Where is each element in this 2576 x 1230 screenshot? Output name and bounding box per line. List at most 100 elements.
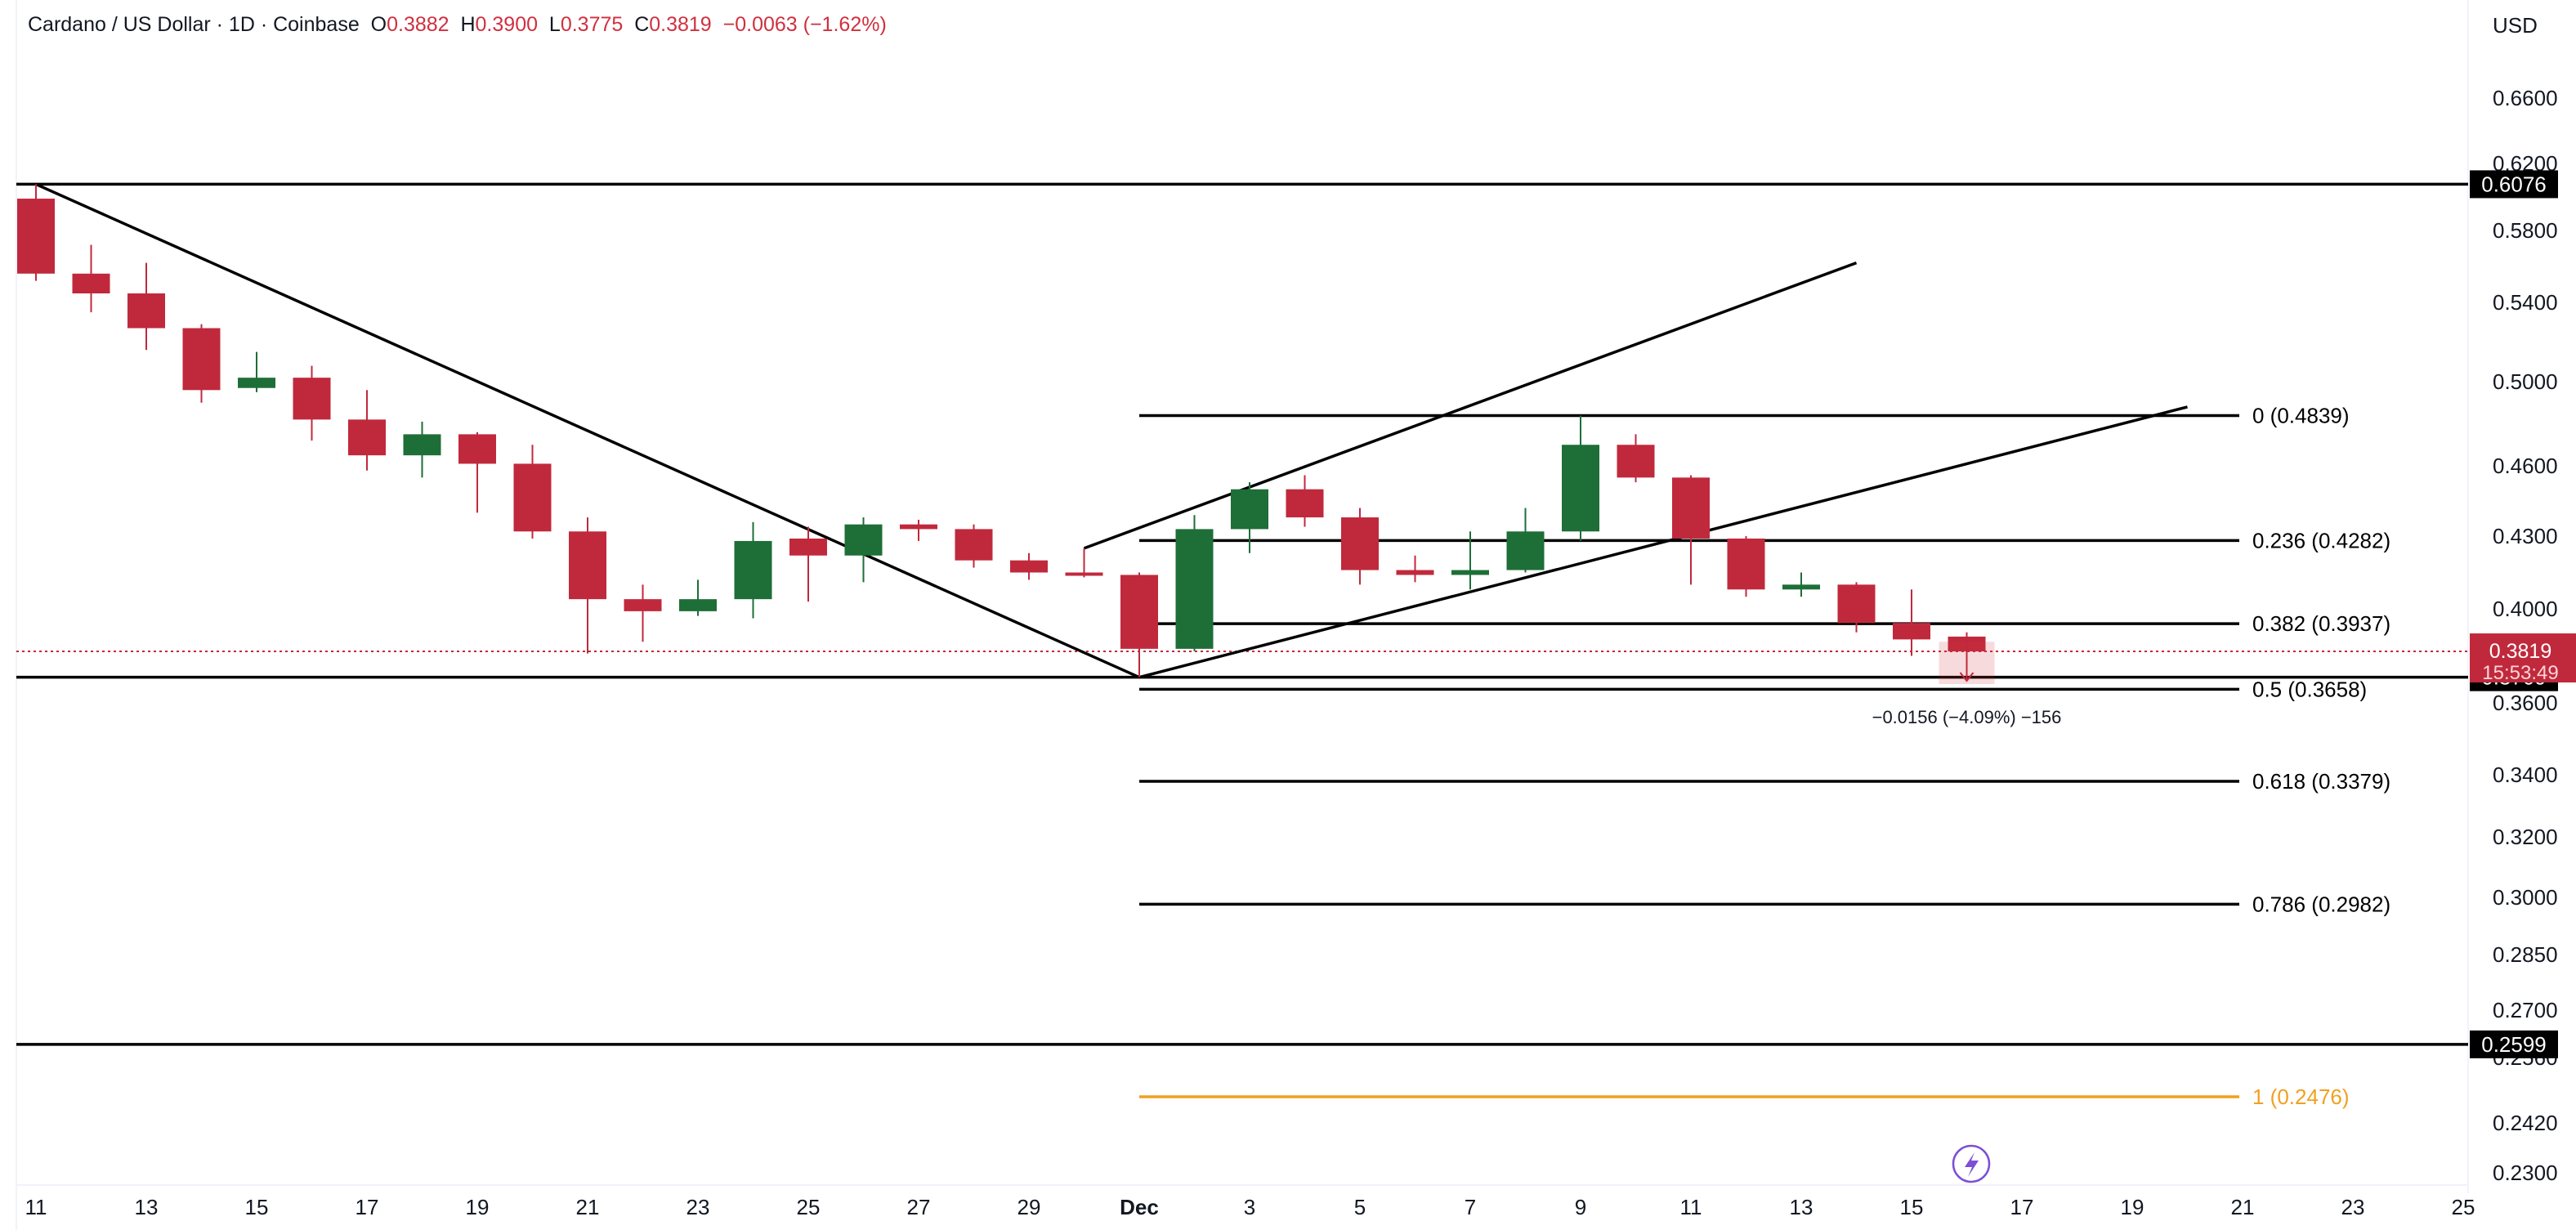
candle-body <box>1893 623 1930 640</box>
candle <box>1175 515 1214 651</box>
candle <box>1893 589 1930 656</box>
fib-level-label: 0.5 (0.3658) <box>2252 677 2367 701</box>
candle-body <box>679 599 717 611</box>
measure-arrow-head <box>1959 672 1974 682</box>
candle-body <box>1010 560 1048 573</box>
candle-body <box>789 538 827 556</box>
level-price-label: 0.6076 <box>2481 172 2547 196</box>
y-tick-label: 0.3600 <box>2493 691 2558 715</box>
x-tick-label: 15 <box>245 1195 269 1219</box>
candle <box>569 517 606 654</box>
candle <box>1341 508 1379 585</box>
low-value: 0.3775 <box>560 13 624 36</box>
candle-body <box>1506 531 1545 570</box>
candle <box>789 526 827 602</box>
candle-body <box>1231 489 1268 530</box>
candle-body <box>238 378 275 388</box>
symbol-legend: Cardano / US Dollar · 1D · Coinbase O0.3… <box>28 13 887 37</box>
candle <box>127 262 165 351</box>
x-tick-label: 21 <box>576 1195 600 1219</box>
x-tick-label: Dec <box>1120 1195 1159 1219</box>
x-tick-label: 17 <box>2010 1195 2034 1219</box>
candle-body <box>955 529 993 561</box>
close-label: C <box>634 13 650 36</box>
x-tick-label: 21 <box>2231 1195 2255 1219</box>
candle-body <box>1782 584 1820 590</box>
currency-selector[interactable]: USD <box>2493 13 2538 38</box>
candle-body <box>1617 445 1655 478</box>
candle <box>1451 531 1489 590</box>
candle <box>624 584 662 642</box>
x-tick-label: 25 <box>797 1195 821 1219</box>
x-tick-label: 19 <box>466 1195 490 1219</box>
last-price-tag <box>2470 633 2576 683</box>
candle-body <box>1065 572 1103 576</box>
high-value: 0.3900 <box>475 13 538 36</box>
candle <box>1286 475 1324 527</box>
candle <box>513 445 552 539</box>
fib-level-label: 0 (0.4839) <box>2252 403 2350 427</box>
x-tick-label: 25 <box>2452 1195 2475 1219</box>
low-label: L <box>548 13 561 36</box>
candle <box>1065 548 1103 578</box>
y-tick-label: 0.3400 <box>2493 763 2558 787</box>
candle-body <box>458 434 496 464</box>
lightning-bolt-icon <box>1965 1152 1979 1177</box>
x-tick-label: 7 <box>1465 1195 1476 1219</box>
candle-body <box>569 531 606 600</box>
candle <box>1231 482 1268 553</box>
candle-body <box>403 434 441 456</box>
x-tick-label: 29 <box>1017 1195 1041 1219</box>
open-value: 0.3882 <box>387 13 449 36</box>
candle <box>1010 552 1048 580</box>
x-tick-label: 17 <box>356 1195 379 1219</box>
candle-body <box>844 524 883 556</box>
y-tick-label: 0.3000 <box>2493 885 2558 910</box>
candle <box>403 421 441 478</box>
candle-body <box>17 199 55 274</box>
candle-body <box>1396 570 1434 575</box>
y-tick-label: 0.2420 <box>2493 1111 2558 1135</box>
candle <box>458 432 496 513</box>
change-value: −0.0063 (−1.62%) <box>722 13 887 36</box>
high-label: H <box>460 13 476 36</box>
candle-body <box>1175 529 1214 649</box>
trendline <box>1138 405 2188 679</box>
candle <box>1672 475 1710 585</box>
candle <box>955 524 993 568</box>
x-tick-label: 3 <box>1244 1195 1255 1219</box>
y-tick-label: 0.2850 <box>2493 942 2558 967</box>
fib-level-label: 1 (0.2476) <box>2252 1085 2350 1109</box>
candle-body <box>127 293 165 329</box>
candle <box>1837 582 1876 633</box>
candle <box>679 579 717 616</box>
candle <box>1506 508 1545 573</box>
candle-body <box>1286 489 1324 518</box>
y-tick-label: 0.4300 <box>2493 524 2558 548</box>
candle-body <box>900 524 937 530</box>
y-tick-label: 0.2700 <box>2493 998 2558 1022</box>
candle <box>844 517 883 583</box>
candle-body <box>1451 570 1489 575</box>
y-tick-label: 0.5000 <box>2493 369 2558 394</box>
candle-body <box>1120 575 1158 649</box>
level-price-tag <box>2470 170 2558 199</box>
candle <box>900 519 937 541</box>
candle-body <box>1837 584 1876 624</box>
trendline <box>1083 261 1858 550</box>
x-tick-label: 23 <box>2341 1195 2365 1219</box>
y-tick-label: 0.6600 <box>2493 86 2558 110</box>
fib-level-label: 0.236 (0.4282) <box>2252 528 2390 552</box>
fib-level-label: 0.382 (0.3937) <box>2252 611 2390 636</box>
open-label: O <box>370 13 387 36</box>
candle <box>17 184 55 281</box>
level-price-label: 0.2599 <box>2481 1032 2547 1057</box>
candle-body <box>513 463 552 532</box>
x-tick-label: 9 <box>1575 1195 1586 1219</box>
y-tick-label: 0.5400 <box>2493 290 2558 315</box>
candle <box>1120 572 1158 678</box>
candle <box>1617 434 1655 483</box>
candle <box>1396 555 1434 583</box>
